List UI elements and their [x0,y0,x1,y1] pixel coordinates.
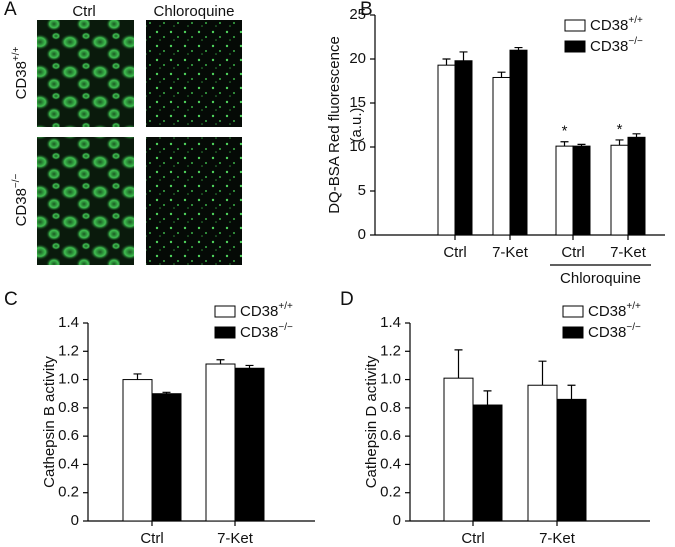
error-bar [497,71,506,78]
significance-marker: * [617,121,623,138]
bar [151,393,182,522]
error-bar [133,373,142,380]
legend-label: CD38−/− [240,322,293,341]
bar [443,377,474,522]
x-tick-label: 7-Ket [610,244,647,261]
y-tick-label: 0.8 [380,399,401,416]
y-tick-label: 0.4 [58,455,79,472]
panel-label: D [340,289,354,310]
error-bar [632,133,641,138]
bar [572,145,591,236]
y-tick-label: 10 [349,138,366,155]
bar [610,144,629,236]
bar [492,76,511,236]
column-label: Ctrl [72,3,95,20]
y-tick-label: 0 [71,512,79,529]
legend-swatch [564,19,586,32]
column-label: Chloroquine [154,3,235,20]
legend-swatch [214,326,236,339]
row-label: CD38−/− [11,173,30,226]
y-tick-label: 0.6 [380,427,401,444]
legend-swatch [564,40,586,53]
error-bar [162,391,171,394]
x-tick-label: 7-Ket [539,530,576,547]
bar [555,145,574,236]
row-label: CD38+/+ [11,46,30,99]
bar [122,379,153,522]
y-tick-label: 1.2 [380,342,401,359]
x-tick-label: Ctrl [561,244,584,261]
error-bar [615,139,624,146]
y-tick-label: 15 [349,94,366,111]
error-bar [442,58,451,66]
group-label: Chloroquine [560,270,641,287]
legend-label: CD38−/− [590,36,643,55]
y-axis-label: DQ-BSA Red fluorescence [326,36,343,214]
y-tick-label: 0.4 [380,455,401,472]
bar [437,64,456,236]
y-axis-label: Cathepsin D activity [363,355,380,488]
micrograph [37,20,134,127]
legend-label: CD38+/+ [588,301,641,320]
micrograph [37,137,134,265]
y-tick-label: 0.2 [380,484,401,501]
x-tick-label: Ctrl [140,530,163,547]
bar [627,136,646,236]
panel-label: B [360,0,373,20]
y-tick-label: 1.4 [380,314,401,331]
legend-label: CD38+/+ [590,15,643,34]
bar [509,49,528,236]
legend-label: CD38+/+ [240,301,293,320]
y-tick-label: 0 [358,226,366,243]
y-tick-label: 1.0 [58,371,79,388]
y-tick-label: 20 [349,50,366,67]
panel-label: C [4,289,18,310]
error-bar [216,359,225,365]
legend-swatch [214,305,236,318]
error-bar [245,364,254,369]
bar [556,398,587,522]
error-bar [483,390,492,406]
panel-label: A [4,0,17,20]
legend-swatch [562,326,584,339]
bar [205,363,236,522]
x-tick-label: Ctrl [461,530,484,547]
micrographs [37,20,242,265]
micrograph [146,20,242,127]
y-tick-label: 0.8 [58,399,79,416]
significance-marker: * [562,123,568,140]
bar [454,60,473,236]
x-tick-label: 7-Ket [217,530,254,547]
y-axis-label: (a.u.) [348,107,365,142]
error-bar [538,360,547,386]
bar [527,384,558,522]
x-tick-label: 7-Ket [492,244,529,261]
error-bar [459,51,468,61]
legend-swatch [562,305,584,318]
y-tick-label: 25 [349,6,366,23]
y-tick-label: 1.2 [58,342,79,359]
error-bar [567,384,576,400]
bar [472,404,503,522]
error-bar [560,141,569,147]
y-axis-label: Cathepsin B activity [41,356,58,488]
error-bar [577,143,586,147]
legend-label: CD38−/− [588,322,641,341]
error-bar [454,349,463,379]
y-tick-label: 1.0 [380,371,401,388]
bar [234,367,265,522]
micrograph [146,137,242,265]
y-tick-label: 0 [393,512,401,529]
error-bar [514,46,523,51]
y-tick-label: 5 [358,182,366,199]
y-tick-label: 0.2 [58,484,79,501]
y-tick-label: 0.6 [58,427,79,444]
x-tick-label: Ctrl [443,244,466,261]
y-tick-label: 1.4 [58,314,79,331]
